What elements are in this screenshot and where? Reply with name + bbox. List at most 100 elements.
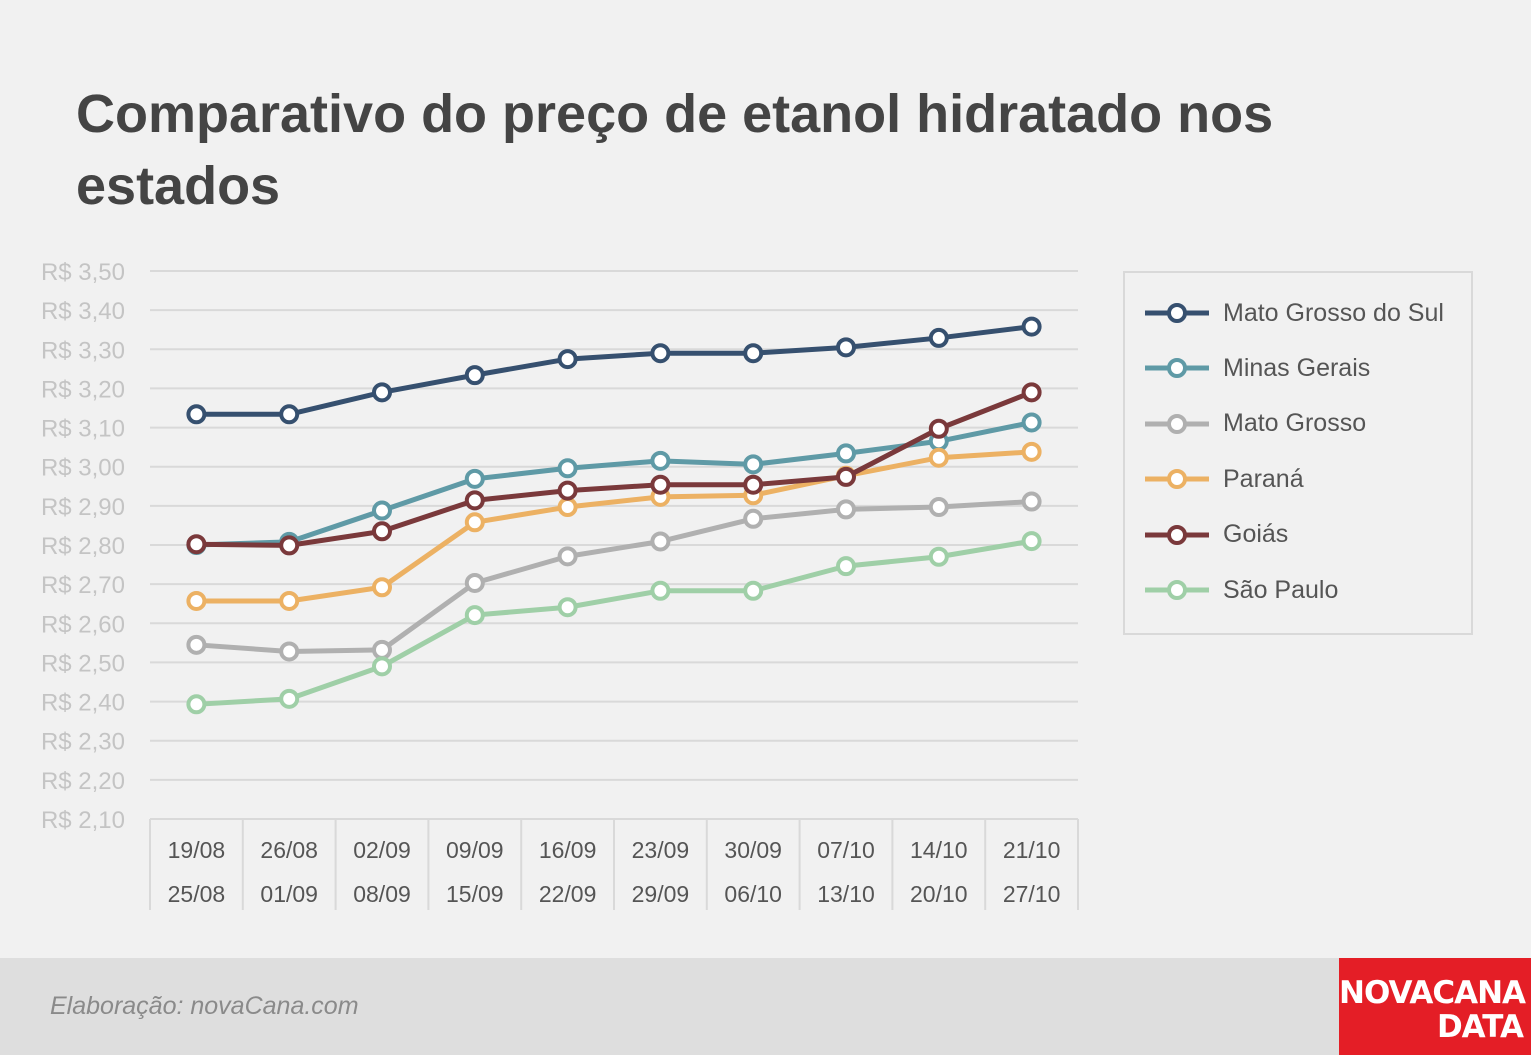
- data-point: [464, 512, 485, 533]
- series-goias: [186, 382, 1042, 556]
- novacana-data-logo: NOVACANA DATA: [1339, 958, 1531, 1055]
- series-line-mato-grosso: [196, 499, 1032, 654]
- legend-item: Goiás: [1145, 515, 1475, 555]
- data-point: [372, 382, 392, 403]
- y-tick-label: R$ 2,70: [41, 572, 125, 599]
- data-point: [1021, 412, 1042, 433]
- data-point: [743, 474, 764, 495]
- x-tick-label-start: 16/09: [539, 837, 597, 863]
- data-point: [836, 337, 856, 358]
- data-point: [464, 365, 485, 386]
- data-point: [557, 349, 578, 370]
- series-mato-grosso: [186, 491, 1042, 662]
- legend-label: Paraná: [1223, 464, 1304, 493]
- legend-swatch-icon: [1145, 413, 1209, 434]
- series-line-goias: [196, 390, 1033, 548]
- legend-label: São Paulo: [1223, 575, 1339, 604]
- y-axis: R$ 3,50 R$ 3,40 R$ 3,30 R$ 3,20 R$ 3,10 R$ 3,…: [41, 259, 125, 834]
- legend-label: Mato Grosso do Sul: [1223, 298, 1444, 327]
- data-point: [1021, 316, 1042, 337]
- y-tick-label: R$ 2,80: [41, 533, 125, 560]
- y-tick-label: R$ 3,40: [41, 298, 125, 325]
- x-tick-label-end: 22/09: [539, 881, 597, 907]
- legend-swatch-icon: [1145, 358, 1209, 379]
- data-point: [650, 450, 671, 471]
- data-point: [1021, 441, 1042, 462]
- logo-line-1: NOVACANA: [1339, 975, 1526, 1011]
- y-tick-label: R$ 3,10: [41, 416, 125, 443]
- legend-item: Paraná: [1145, 459, 1475, 499]
- logo-line-2: DATA: [1436, 1009, 1524, 1045]
- data-point: [279, 535, 300, 556]
- data-point: [557, 597, 578, 618]
- data-point: [836, 556, 856, 577]
- x-tick-label-start: 19/08: [168, 837, 226, 863]
- x-tick-label-end: 25/08: [168, 881, 226, 907]
- legend-swatch-icon: [1145, 303, 1209, 323]
- legend-item: Mato Grosso do Sul: [1145, 293, 1475, 333]
- x-tick-label-end: 15/09: [446, 881, 504, 907]
- data-point: [928, 447, 949, 468]
- data-point: [1021, 491, 1042, 512]
- data-point: [372, 577, 392, 598]
- series-line-parana: [196, 449, 1032, 604]
- data-point: [928, 546, 949, 567]
- series-mato-grosso-do-sul: [186, 316, 1042, 425]
- data-point: [186, 534, 207, 555]
- data-point: [279, 641, 300, 662]
- y-tick-label: R$ 2,50: [41, 650, 125, 677]
- legend: Mato Grosso do Sul Minas Gerais Mato Gross…: [1123, 271, 1473, 635]
- data-point: [372, 500, 392, 521]
- data-point: [743, 343, 764, 364]
- x-tick-label-end: 13/10: [817, 881, 875, 907]
- data-point: [464, 490, 485, 511]
- footer: Elaboração: novaCana.com NOVACANA DATA: [0, 958, 1531, 1055]
- data-point: [557, 546, 578, 567]
- data-point: [557, 497, 578, 518]
- x-tick-label-start: 21/10: [1003, 837, 1061, 863]
- y-tick-label: R$ 2,90: [41, 494, 125, 521]
- data-point: [836, 443, 856, 464]
- data-point: [372, 521, 392, 542]
- data-point: [836, 466, 856, 487]
- data-point: [650, 343, 671, 364]
- data-point: [557, 480, 578, 501]
- x-tick-label-start: 09/09: [446, 837, 504, 863]
- y-tick-label: R$ 3,50: [41, 259, 125, 286]
- x-tick-label-start: 02/09: [353, 837, 411, 863]
- legend-item: Mato Grosso: [1145, 404, 1475, 444]
- series-line-mato-grosso-do-sul: [196, 324, 1032, 417]
- x-tick-label-start: 30/09: [724, 837, 782, 863]
- x-tick-label-end: 01/09: [260, 881, 318, 907]
- data-point: [928, 327, 949, 348]
- series-line-minas-gerais: [196, 420, 1033, 548]
- data-point: [186, 404, 207, 425]
- data-point: [743, 454, 764, 475]
- data-point: [372, 656, 392, 677]
- data-point: [464, 605, 485, 626]
- x-tick-label-end: 08/09: [353, 881, 411, 907]
- y-tick-label: R$ 2,10: [41, 807, 125, 834]
- y-tick-label: R$ 2,30: [41, 729, 125, 756]
- data-point: [279, 404, 300, 425]
- legend-label: Goiás: [1223, 520, 1289, 549]
- x-axis: 19/08 25/08 26/08 01/09 02/09 08/09 09/09 15/09…: [149, 819, 1079, 910]
- legend-label: Mato Grosso: [1223, 409, 1367, 438]
- data-point: [464, 572, 485, 593]
- data-point: [928, 497, 949, 518]
- y-tick-label: R$ 3,00: [41, 455, 125, 482]
- data-point: [186, 634, 207, 655]
- legend-swatch-icon: [1145, 524, 1209, 545]
- series-sao-paulo: [186, 531, 1042, 715]
- x-tick-label-start: 14/10: [910, 837, 968, 863]
- x-tick-label-start: 26/08: [260, 837, 318, 863]
- y-tick-label: R$ 3,20: [41, 376, 125, 403]
- y-tick-label: R$ 3,30: [41, 337, 125, 364]
- data-point: [743, 580, 764, 601]
- series-line-sao-paulo: [196, 538, 1033, 707]
- legend-swatch-icon: [1145, 580, 1209, 600]
- series-group: [186, 316, 1042, 715]
- data-point: [836, 499, 856, 520]
- data-point: [186, 694, 207, 715]
- data-point: [650, 531, 671, 552]
